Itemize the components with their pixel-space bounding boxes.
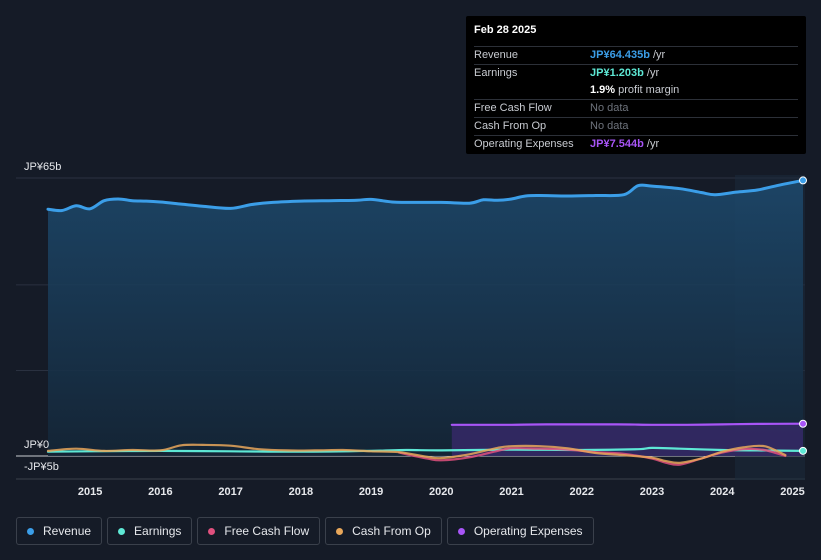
operating-expenses-endpoint (799, 419, 807, 428)
tooltip-value: JP¥64.435b /yr (590, 47, 665, 64)
operating-expenses-line (450, 422, 805, 426)
tooltip-label: Operating Expenses (474, 138, 574, 150)
series-areas (48, 180, 803, 456)
earnings-line (46, 446, 805, 453)
tooltip-label (474, 82, 590, 99)
legend-item-free-cash-flow[interactable]: Free Cash Flow (197, 517, 321, 545)
free-cash-flow-dot-icon (208, 527, 216, 535)
tooltip-value: JP¥7.544b /yr (590, 136, 659, 153)
legend-item-cash-from-op[interactable]: Cash From Op (325, 517, 442, 545)
tooltip-row-earnings: Earnings JP¥1.203b /yr (474, 64, 798, 82)
legend-item-earnings[interactable]: Earnings (107, 517, 193, 545)
x-tick-label: 2024 (710, 486, 735, 498)
x-tick-label: 2023 (640, 486, 664, 498)
x-tick-label: 2021 (499, 486, 523, 498)
tooltip-row-revenue: Revenue JP¥64.435b /yr (474, 46, 798, 64)
x-tick-label: 2017 (218, 486, 242, 498)
cfo-value: No data (590, 120, 629, 132)
x-axis-ticks: 2015 2016 2017 2018 2019 2020 2021 2022 2023 2024… (78, 486, 805, 498)
revenue-value: JP¥64.435b (590, 49, 650, 61)
legend-item-revenue[interactable]: Revenue (16, 517, 103, 545)
opex-value: JP¥7.544b (590, 138, 644, 150)
x-tick-label: 2020 (429, 486, 453, 498)
earnings-endpoint (799, 446, 807, 455)
series-endpoints (799, 176, 807, 455)
tooltip: Feb 28 2025 Revenue JP¥64.435b /yr Earni… (466, 16, 806, 154)
y-label-zero: JP¥0 (24, 439, 49, 451)
x-tick-label: 2019 (359, 486, 383, 498)
legend-label: Cash From Op (352, 524, 431, 538)
legend: Revenue Earnings Free Cash Flow Cash Fro… (16, 517, 594, 545)
legend-item-operating-expenses[interactable]: Operating Expenses (446, 517, 594, 545)
tooltip-row-fcf: Free Cash Flow No data (474, 99, 798, 117)
legend-label: Earnings (134, 524, 182, 538)
unit: profit margin (618, 84, 680, 96)
cash-from-op-dot-icon (336, 527, 344, 535)
x-tick-label: 2025 (780, 486, 804, 498)
tooltip-row-cfo: Cash From Op No data (474, 117, 798, 135)
tooltip-value: JP¥1.203b /yr (590, 65, 659, 82)
x-tick-label: 2018 (289, 486, 313, 498)
profit-margin-value: 1.9% (590, 84, 616, 96)
tooltip-label: Earnings (474, 67, 518, 79)
fcf-value: No data (590, 102, 629, 114)
tooltip-row-margin: 1.9% profit margin (474, 82, 798, 99)
tooltip-label: Free Cash Flow (474, 102, 552, 114)
legend-label: Free Cash Flow (224, 524, 310, 538)
tooltip-value: 1.9% profit margin (590, 82, 679, 99)
legend-label: Revenue (43, 524, 92, 538)
tooltip-label: Cash From Op (474, 120, 547, 132)
tooltip-date: Feb 28 2025 (474, 24, 537, 36)
x-tick-label: 2015 (78, 486, 102, 498)
earnings-value: JP¥1.203b (590, 67, 644, 79)
earnings-dot-icon (118, 527, 126, 535)
revenue-dot-icon (27, 527, 34, 535)
series-lines (46, 178, 805, 466)
unit: /yr (646, 138, 660, 150)
revenue-area (48, 180, 803, 456)
legend-label: Operating Expenses (473, 524, 583, 538)
unit: /yr (646, 67, 660, 79)
operating-expenses-dot-icon (457, 527, 465, 535)
cash-from-op-line (46, 443, 787, 465)
x-tick-label: 2022 (570, 486, 594, 498)
unit: /yr (653, 49, 666, 61)
revenue-endpoint (799, 176, 807, 185)
y-label-bottom: -JP¥5b (24, 461, 59, 473)
y-label-top: JP¥65b (24, 161, 61, 173)
x-tick-label: 2016 (148, 486, 172, 498)
tooltip-row-opex: Operating Expenses JP¥7.544b /yr (474, 135, 798, 153)
revenue-line (46, 178, 805, 213)
tooltip-label: Revenue (474, 49, 519, 61)
